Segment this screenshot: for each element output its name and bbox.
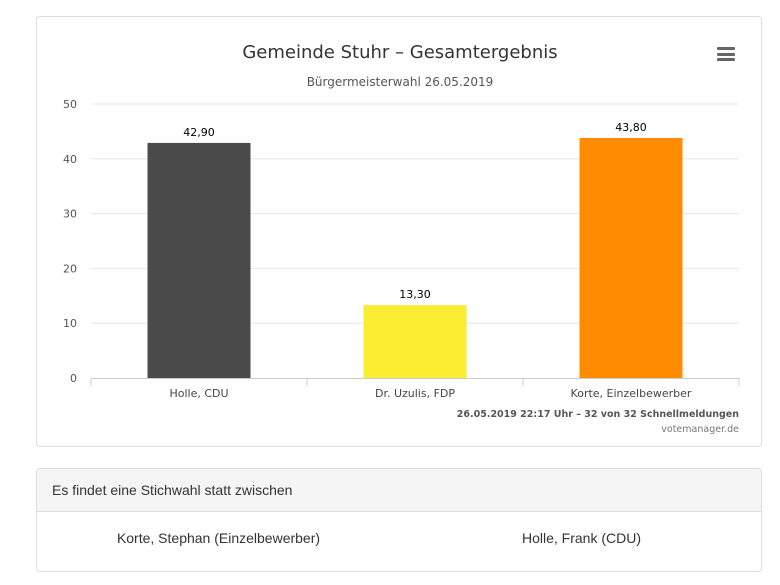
bar [147,142,251,378]
y-tick-label: 50 [63,98,77,111]
runoff-candidate-1: Korte, Stephan (Einzelbewerber) [116,530,321,546]
chart-panel: Gemeinde Stuhr – Gesamtergebnis Bürgerme… [36,16,762,447]
data-label: 13,30 [399,288,431,301]
chart-note: 26.05.2019 22:17 Uhr – 32 von 32 Schnell… [457,409,739,420]
bar [363,305,467,378]
runoff-candidate-2: Holle, Frank (CDU) [521,530,641,546]
runoff-panel: Es findet eine Stichwahl statt zwischen … [36,468,762,572]
chart-subtitle: Bürgermeisterwahl 26.05.2019 [307,75,494,89]
x-tick-label: Dr. Uzulis, FDP [375,387,455,400]
runoff-body: Korte, Stephan (Einzelbewerber) Holle, F… [37,512,761,572]
bar-chart: Gemeinde Stuhr – Gesamtergebnis Bürgerme… [63,42,740,435]
chart-title: Gemeinde Stuhr – Gesamtergebnis [242,42,557,63]
chart-credit[interactable]: votemanager.de [661,424,739,435]
data-label: 43,80 [615,121,647,134]
x-tick-label: Holle, CDU [169,387,228,400]
hamburger-menu-icon[interactable] [717,47,735,61]
y-tick-label: 10 [63,317,77,330]
y-tick-label: 40 [63,153,77,166]
runoff-heading: Es findet eine Stichwahl statt zwischen [37,469,761,512]
data-label: 42,90 [183,126,215,139]
y-tick-label: 30 [63,208,77,221]
x-tick-label: Korte, Einzelbewerber [571,387,692,400]
bar [579,137,683,378]
y-tick-label: 20 [63,262,77,275]
y-tick-label: 0 [70,372,77,385]
